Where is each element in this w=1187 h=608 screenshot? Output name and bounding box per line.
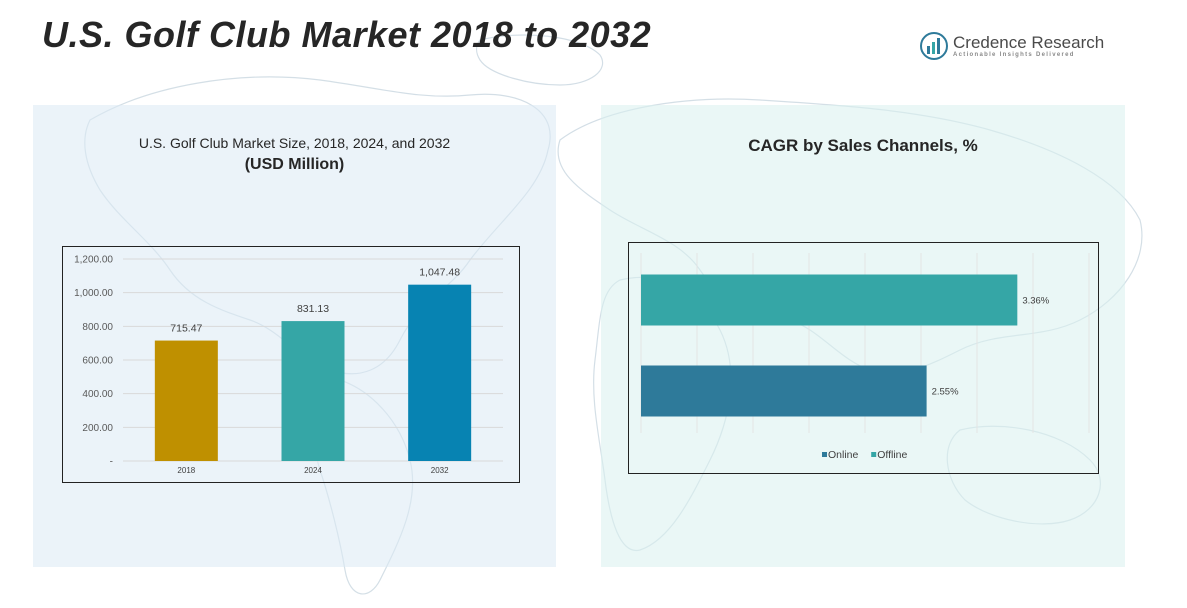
bar-online [641, 365, 927, 417]
y-tick-label: 200.00 [82, 423, 113, 434]
legend-swatch-online [822, 452, 827, 457]
credence-logo-icon [920, 32, 948, 60]
y-tick-label: 400.00 [82, 389, 113, 400]
cagr-chart-frame: 3.36% 2.55% Online Offline [628, 242, 1099, 474]
bar-2032 [408, 284, 472, 461]
bar-2024 [281, 321, 345, 461]
bar-offline [641, 274, 1018, 326]
bar-value-label: 2.55% [932, 387, 959, 398]
cagr-title: CAGR by Sales Channels, % [748, 136, 978, 155]
legend-swatch-offline [871, 452, 877, 457]
y-tick-label: 1,200.00 [74, 255, 113, 266]
y-tick-label: 600.00 [82, 356, 113, 367]
market-size-chart-frame: - 200.00 400.00 600.00 800.00 1,000.00 1,200.0… [62, 246, 520, 483]
bar-value-label: 1,047.48 [419, 267, 460, 279]
legend-label-offline: Offline [877, 449, 907, 461]
brand-logo-block: Credence Research Actionable Insights De… [920, 30, 1110, 64]
bar-value-label: 831.13 [297, 303, 329, 315]
cagr-horizontal-bar-chart: 3.36% 2.55% Online Offline [640, 253, 1090, 461]
legend-label-online: Online [828, 449, 859, 461]
brand-name: Credence Research [953, 33, 1105, 52]
x-tick-label: 2032 [431, 466, 449, 475]
bar-2018 [154, 340, 218, 461]
y-tick-label: - [110, 457, 113, 468]
market-size-subtitle: (USD Million) [244, 156, 345, 173]
page-title: U.S. Golf Club Market 2018 to 2032 [42, 14, 652, 55]
y-tick-label: 1,000.00 [74, 288, 113, 299]
y-tick-label: 800.00 [82, 322, 113, 333]
brand-tagline: Actionable Insights Delivered [953, 52, 1075, 58]
market-size-bar-chart: - 200.00 400.00 600.00 800.00 1,000.00 1,200.0… [74, 255, 503, 475]
cagr-panel: CAGR by Sales Channels, % [601, 105, 1125, 567]
x-tick-label: 2024 [304, 466, 322, 475]
x-tick-label: 2018 [177, 466, 195, 475]
bar-value-label: 3.36% [1022, 296, 1049, 307]
market-size-title: U.S. Golf Club Market Size, 2018, 2024, … [138, 135, 451, 151]
bar-value-label: 715.47 [170, 323, 202, 335]
